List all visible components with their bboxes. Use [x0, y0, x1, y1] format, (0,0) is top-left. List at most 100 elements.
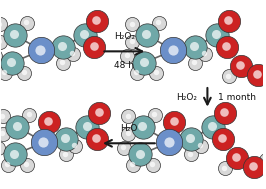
- Point: [82, 33, 86, 36]
- Point: [14, 125, 19, 128]
- Text: 48 h: 48 h: [114, 61, 134, 70]
- Point: [92, 45, 97, 48]
- Point: [150, 163, 154, 166]
- Point: [24, 21, 28, 24]
- Point: [121, 146, 126, 149]
- Point: [41, 140, 45, 143]
- Point: [211, 125, 215, 128]
- Point: [60, 45, 64, 48]
- Point: [130, 163, 135, 166]
- Point: [130, 23, 134, 26]
- Point: [95, 137, 99, 140]
- Point: [251, 164, 255, 167]
- Point: [167, 141, 172, 144]
- Point: [199, 144, 203, 147]
- Point: [193, 61, 197, 64]
- Point: [124, 53, 129, 57]
- Point: [167, 140, 171, 143]
- Point: [131, 163, 135, 166]
- Point: [6, 163, 10, 166]
- Point: [223, 167, 227, 170]
- Point: [12, 152, 16, 155]
- Point: [239, 64, 243, 67]
- Point: [153, 113, 157, 116]
- Text: H₂O₂: H₂O₂: [114, 32, 135, 41]
- Point: [171, 49, 176, 52]
- Point: [153, 71, 158, 74]
- Point: [83, 33, 87, 36]
- Point: [193, 45, 197, 48]
- Text: H₂O₂: H₂O₂: [176, 93, 197, 102]
- Point: [141, 125, 145, 128]
- Point: [225, 45, 229, 48]
- Point: [2, 71, 6, 74]
- Point: [94, 137, 98, 140]
- Point: [1, 132, 5, 135]
- Point: [138, 153, 143, 156]
- Point: [203, 52, 207, 55]
- Point: [60, 60, 64, 64]
- Point: [215, 33, 219, 36]
- Point: [121, 146, 125, 149]
- Point: [25, 163, 29, 166]
- Point: [25, 21, 29, 24]
- Point: [152, 112, 156, 115]
- Point: [12, 33, 16, 36]
- Point: [73, 144, 77, 147]
- Point: [130, 40, 134, 43]
- Point: [13, 153, 17, 156]
- Point: [238, 64, 242, 67]
- Point: [61, 45, 65, 48]
- Point: [138, 152, 142, 155]
- Point: [224, 45, 228, 48]
- Point: [226, 19, 230, 22]
- Point: [188, 152, 193, 155]
- Point: [157, 21, 161, 24]
- Point: [135, 71, 139, 74]
- Point: [70, 52, 74, 55]
- Point: [97, 111, 101, 114]
- Point: [140, 125, 144, 128]
- Point: [222, 111, 226, 114]
- Point: [126, 132, 131, 135]
- Point: [63, 137, 67, 140]
- Point: [221, 137, 225, 140]
- Point: [134, 71, 139, 74]
- Point: [129, 40, 134, 43]
- Point: [198, 144, 202, 147]
- Point: [85, 125, 89, 128]
- Point: [222, 166, 226, 169]
- Point: [64, 137, 68, 140]
- Point: [255, 73, 259, 76]
- Point: [22, 71, 26, 74]
- Point: [84, 125, 89, 128]
- Point: [26, 112, 31, 115]
- Point: [94, 19, 98, 22]
- Point: [235, 156, 239, 160]
- Point: [264, 158, 266, 161]
- Point: [0, 22, 2, 25]
- Point: [0, 132, 4, 135]
- Point: [61, 61, 65, 64]
- Point: [142, 61, 147, 64]
- Point: [0, 40, 2, 43]
- Point: [0, 40, 2, 43]
- Point: [234, 156, 238, 159]
- Point: [42, 141, 46, 144]
- Point: [10, 61, 14, 64]
- Point: [227, 19, 231, 22]
- Point: [202, 52, 206, 55]
- Point: [226, 74, 230, 77]
- Point: [188, 137, 193, 140]
- Text: H₂O: H₂O: [120, 124, 138, 133]
- Point: [47, 120, 51, 123]
- Point: [0, 114, 4, 117]
- Point: [63, 152, 67, 155]
- Point: [263, 158, 266, 161]
- Point: [145, 33, 149, 36]
- Point: [252, 165, 256, 168]
- Point: [126, 115, 131, 118]
- Point: [92, 45, 96, 48]
- Point: [150, 163, 155, 166]
- Point: [172, 120, 176, 123]
